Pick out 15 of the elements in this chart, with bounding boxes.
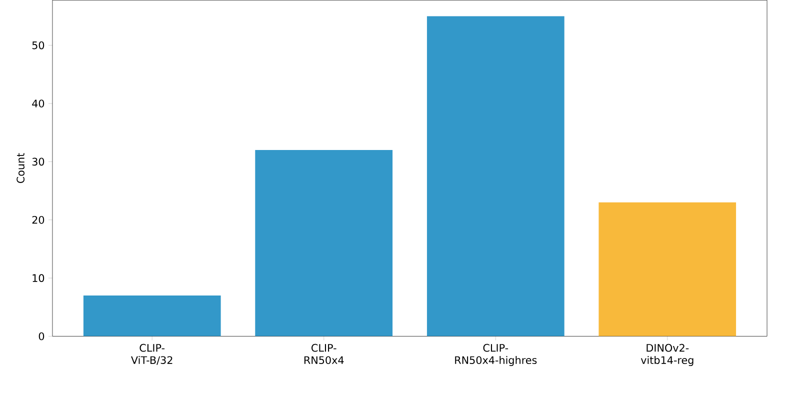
bar	[426, 16, 564, 336]
y-axis-title: Count	[16, 153, 24, 184]
y-tick-label: 30	[32, 158, 44, 166]
y-tick-label: 10	[32, 274, 44, 282]
x-tick-label: CLIP- RN50x4	[304, 344, 344, 364]
bar	[83, 296, 221, 336]
y-tick-label: 0	[38, 332, 44, 340]
bar	[598, 202, 736, 336]
y-tick-label: 40	[32, 100, 44, 108]
y-tick-label: 20	[32, 216, 44, 224]
x-tick-label: CLIP- ViT-B/32	[131, 344, 172, 365]
x-tick-label: CLIP- RN50x4-highres	[455, 344, 537, 366]
y-tick-label: 50	[32, 41, 44, 50]
x-tick-label: DINOv2- vitb14-reg	[640, 344, 694, 366]
bar	[255, 150, 393, 336]
